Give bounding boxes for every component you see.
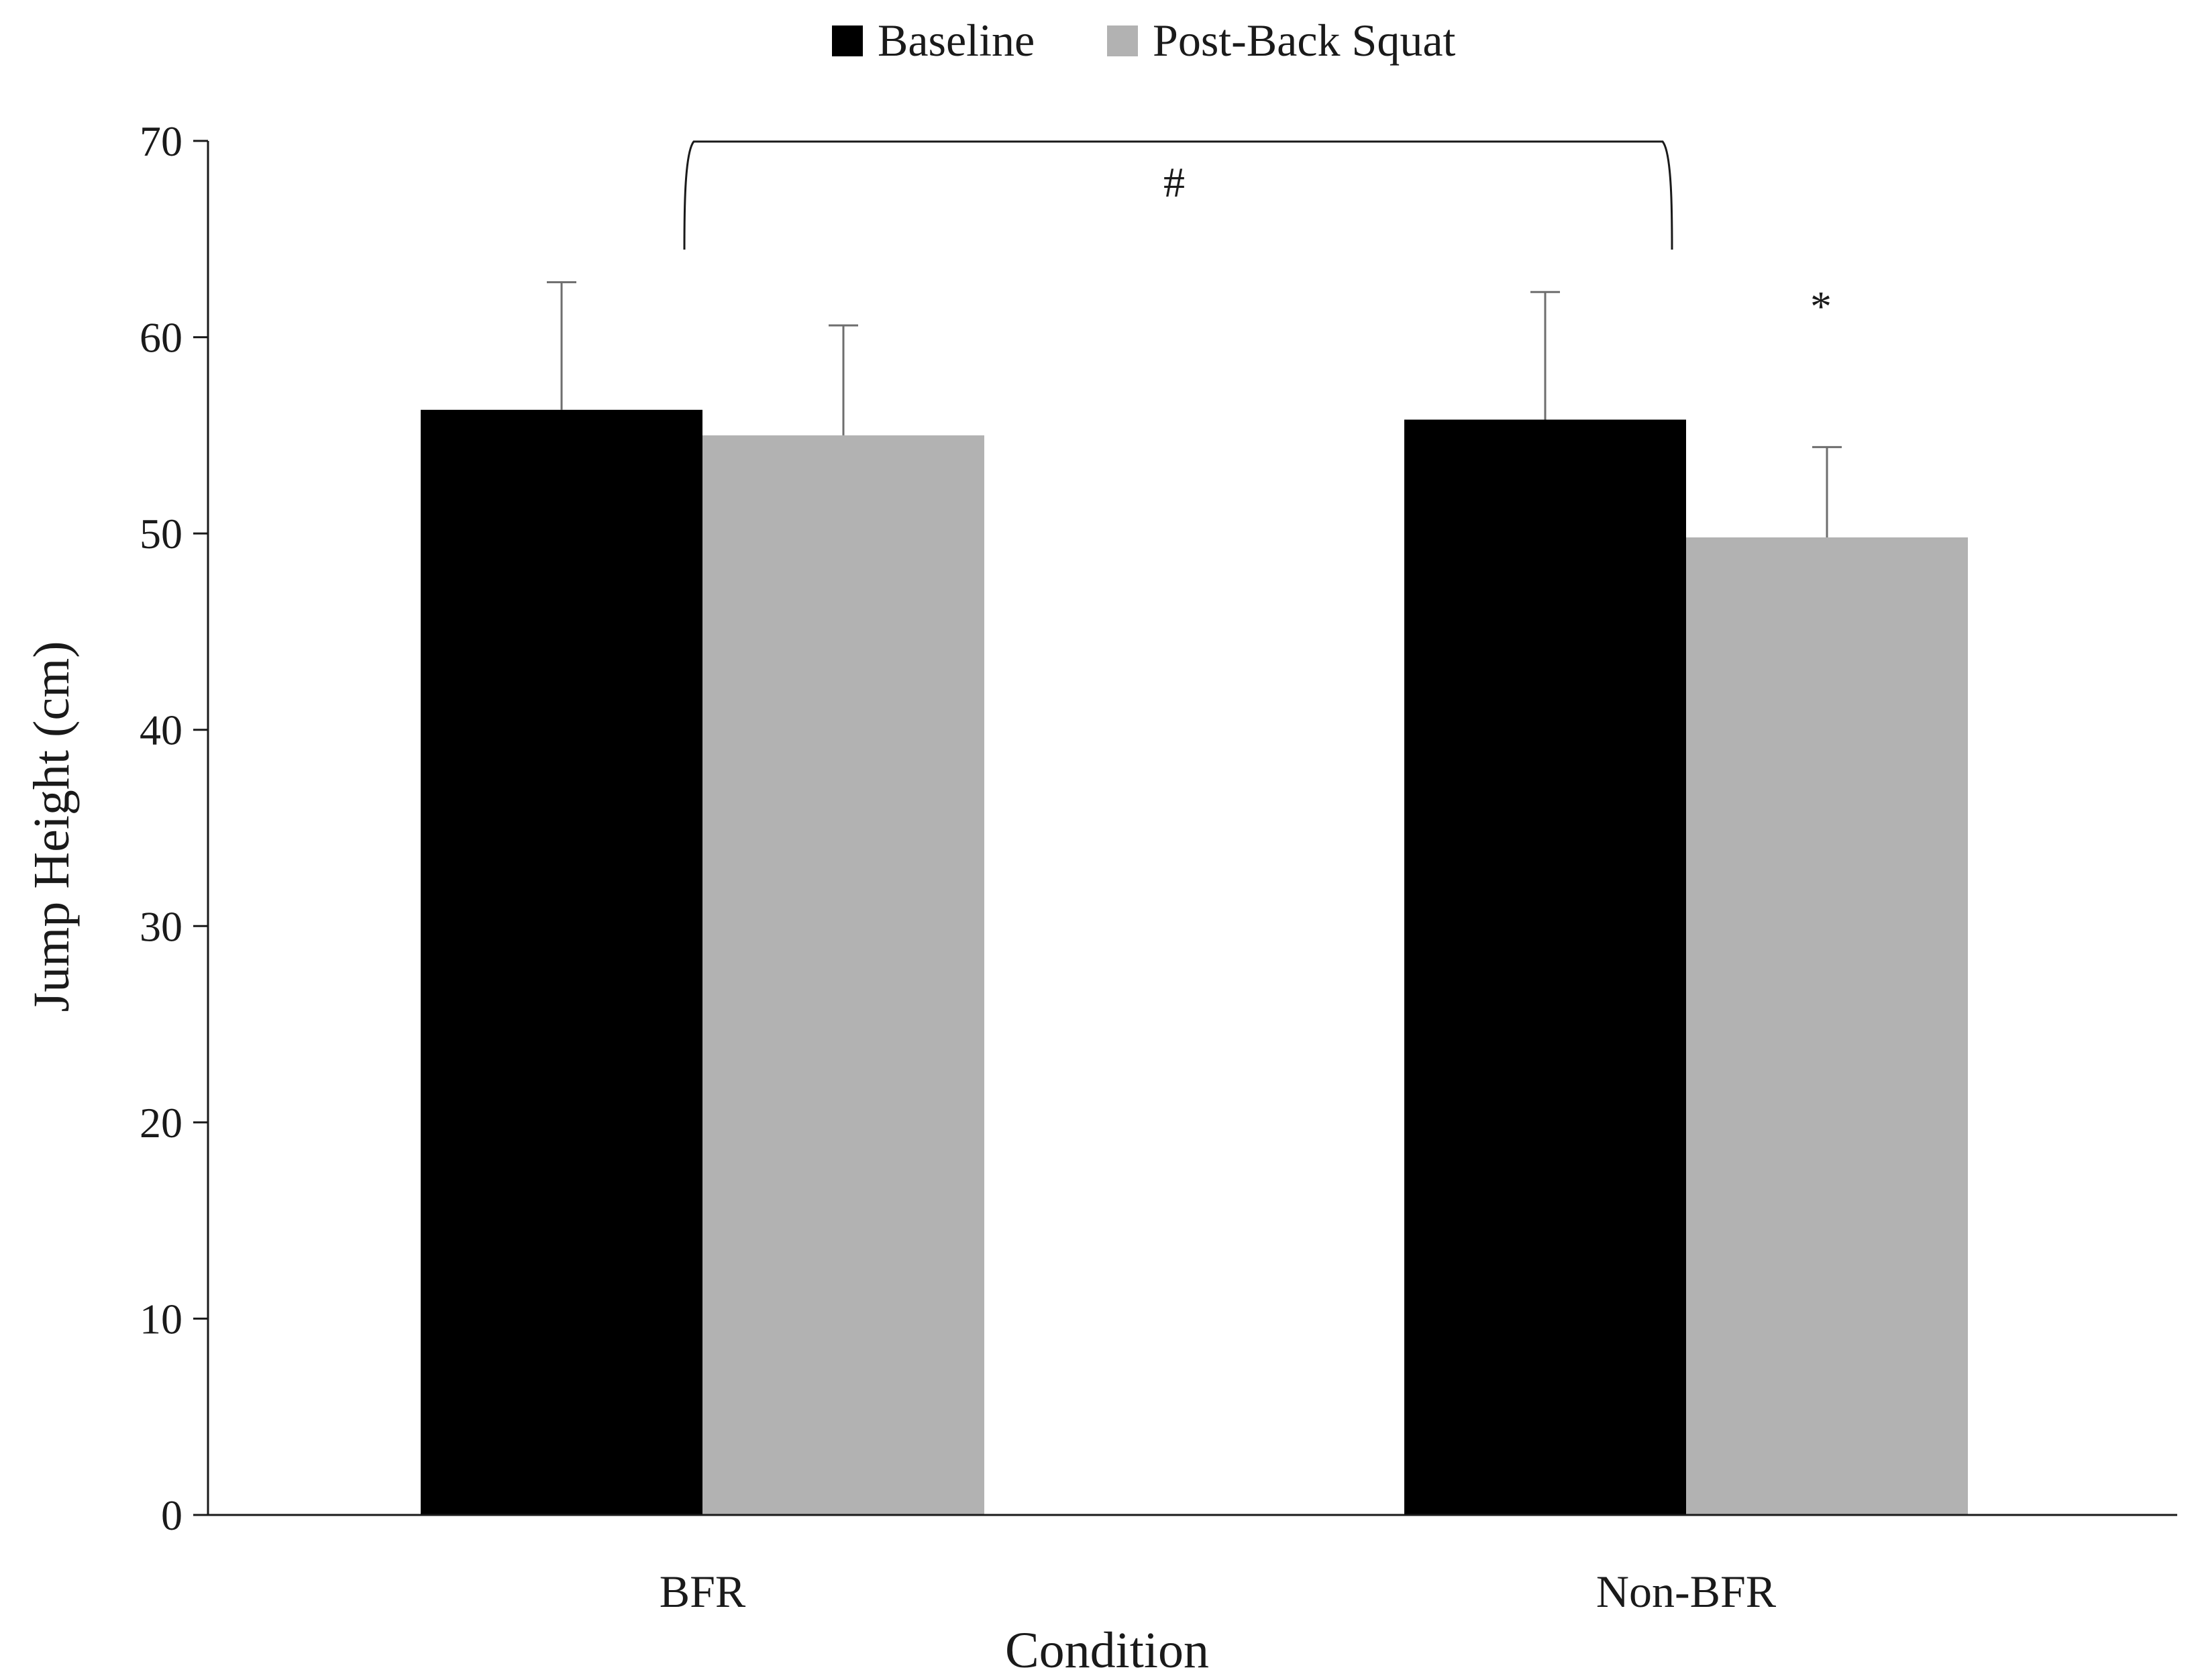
legend-swatch-baseline (832, 25, 863, 56)
x-category-label-non-bfr: Non-BFR (1596, 1566, 1777, 1617)
significance-asterisk: * (1810, 282, 1832, 330)
bracket-significance-label: # (1163, 158, 1185, 206)
bar-post-back-squat-non-bfr (1686, 537, 1968, 1515)
y-tick-label-0: 0 (161, 1491, 182, 1539)
y-tick-label-10: 10 (140, 1295, 182, 1343)
y-tick-label-20: 20 (140, 1099, 182, 1147)
y-tick-label-60: 60 (140, 314, 182, 362)
bar-post-back-squat-bfr (702, 435, 984, 1515)
y-tick-label-70: 70 (140, 117, 182, 165)
bar-baseline-bfr (421, 409, 702, 1515)
legend-swatch-post-back-squat (1107, 25, 1138, 56)
x-category-label-bfr: BFR (660, 1566, 746, 1617)
x-axis-title: Condition (1005, 1622, 1209, 1677)
y-tick-label-30: 30 (140, 902, 182, 950)
y-tick-label-40: 40 (140, 706, 182, 754)
bar-baseline-non-bfr (1404, 419, 1686, 1515)
y-axis-title: Jump Height (cm) (23, 641, 80, 1012)
legend-label-baseline: Baseline (878, 15, 1035, 66)
legend-label-post-back-squat: Post-Back Squat (1153, 15, 1456, 66)
y-tick-label-50: 50 (140, 510, 182, 558)
comparison-bracket (683, 140, 1673, 250)
